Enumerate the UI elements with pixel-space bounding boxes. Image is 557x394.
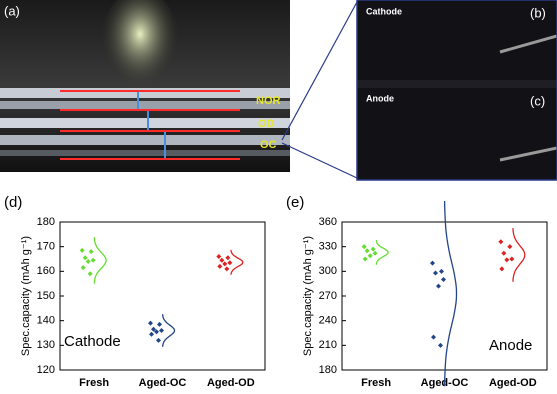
y-tick-label: 240 — [319, 315, 337, 327]
y-tick-label: 330 — [319, 241, 337, 253]
data-point — [507, 244, 513, 250]
y-tick-label: 180 — [37, 216, 55, 228]
y-tick-label: 170 — [37, 241, 55, 253]
data-point — [430, 260, 435, 266]
data-point — [499, 266, 505, 272]
data-point — [367, 253, 373, 259]
data-point — [222, 261, 228, 267]
y-axis-label: Spec.capacity (mAh g⁻¹) — [302, 236, 314, 356]
data-point — [372, 250, 378, 256]
data-point — [504, 257, 510, 263]
data-point — [436, 283, 441, 289]
data-point — [224, 266, 230, 272]
data-point — [439, 268, 444, 274]
y-tick-label: 130 — [37, 339, 55, 351]
data-point — [216, 254, 222, 260]
data-point — [227, 260, 233, 266]
data-point — [370, 246, 376, 252]
data-point — [438, 342, 443, 348]
data-point — [441, 277, 446, 283]
data-point — [219, 257, 225, 263]
data-point — [364, 248, 370, 254]
data-point — [79, 247, 85, 253]
distribution-curve — [161, 314, 176, 347]
y-tick-label: 270 — [319, 290, 337, 302]
annotation: Cathode — [64, 333, 121, 350]
y-axis-label: Spec.capacity (mAh g⁻¹) — [20, 236, 32, 356]
data-point — [80, 265, 86, 271]
data-point — [85, 258, 91, 264]
data-point — [159, 328, 164, 334]
photo-a: (a) NOR OD OC — [0, 0, 290, 172]
x-tick-label: Aged-OD — [207, 377, 255, 389]
y-tick-label: 180 — [319, 364, 337, 376]
photo-label: NOR — [256, 95, 281, 107]
data-point — [149, 331, 154, 337]
data-point — [501, 250, 507, 256]
annotation: Anode — [489, 337, 532, 354]
plot-frame — [59, 221, 266, 371]
y-tick-label: 210 — [319, 339, 337, 351]
photo-label: Anode — [366, 93, 394, 103]
photo-label: OC — [260, 139, 277, 151]
x-tick-label: Aged-OD — [489, 377, 537, 389]
data-point — [148, 320, 153, 326]
data-point — [154, 329, 159, 335]
distribution-curve — [443, 200, 458, 387]
data-point — [498, 239, 504, 245]
photo-label: OD — [258, 118, 275, 130]
connector — [281, 1, 358, 141]
data-point — [90, 257, 96, 263]
data-point — [157, 321, 162, 327]
data-point — [433, 270, 438, 276]
data-point — [156, 337, 161, 343]
data-point — [361, 244, 367, 250]
panel-label: (e) — [286, 194, 304, 211]
y-tick-label: 140 — [37, 315, 55, 327]
y-tick-label: 120 — [37, 364, 55, 376]
connector — [281, 142, 358, 179]
data-point — [151, 326, 156, 332]
panel-label: (d) — [4, 194, 22, 211]
photo-label: Cathode — [366, 6, 402, 16]
data-point — [362, 256, 368, 262]
y-tick-label: 160 — [37, 265, 55, 277]
panel-label: (c) — [530, 93, 545, 108]
x-tick-label: Fresh — [361, 377, 391, 389]
x-tick-label: Fresh — [79, 377, 109, 389]
data-point — [225, 255, 231, 261]
data-point — [431, 334, 436, 340]
panel-label: (a) — [4, 3, 20, 18]
photo-bc: Cathode Anode (b) (c) — [356, 0, 557, 181]
y-tick-label: 360 — [319, 216, 337, 228]
data-point — [87, 271, 93, 277]
panel-label: (b) — [530, 5, 546, 20]
distribution-curve — [230, 249, 244, 275]
data-point — [217, 263, 223, 269]
x-tick-label: Aged-OC — [139, 377, 187, 389]
distribution-curve — [512, 228, 526, 282]
data-point — [88, 249, 94, 255]
y-tick-label: 150 — [37, 290, 55, 302]
data-point — [509, 256, 515, 262]
data-point — [82, 255, 88, 261]
y-tick-label: 300 — [319, 265, 337, 277]
distribution-curve — [375, 239, 389, 265]
distribution-curve — [93, 237, 107, 284]
